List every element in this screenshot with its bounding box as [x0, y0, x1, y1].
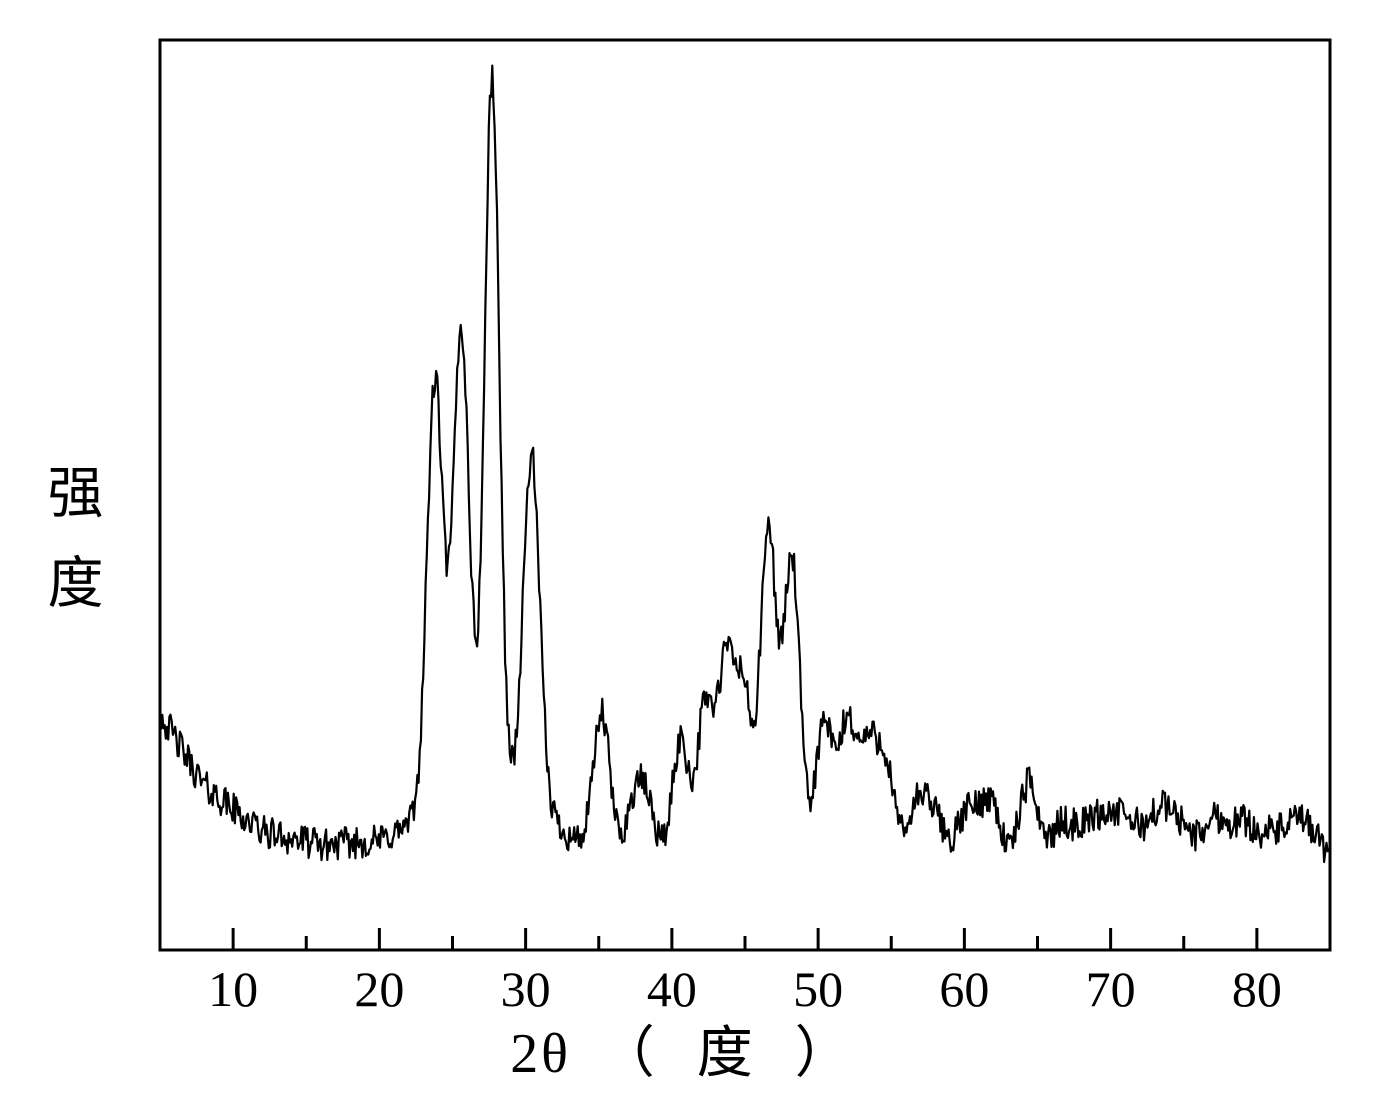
x-axis-label-paren-open: （: [599, 1023, 669, 1085]
svg-text:80: 80: [1232, 961, 1282, 1017]
svg-text:60: 60: [939, 961, 989, 1017]
svg-text:20: 20: [354, 961, 404, 1017]
x-axis-label: 2θ （ 度 ）: [510, 1008, 864, 1089]
x-axis-label-unit: 度: [697, 1023, 767, 1085]
svg-text:10: 10: [208, 961, 258, 1017]
x-axis-label-2theta: 2θ: [510, 1023, 570, 1085]
xrd-plot-svg: 1020304050607080: [0, 0, 1375, 1105]
x-axis-label-paren-close: ）: [795, 1023, 865, 1085]
y-axis-label: 强度: [30, 463, 111, 642]
svg-text:70: 70: [1086, 961, 1136, 1017]
xrd-figure: 1020304050607080 强度 2θ （ 度 ）: [0, 0, 1375, 1105]
